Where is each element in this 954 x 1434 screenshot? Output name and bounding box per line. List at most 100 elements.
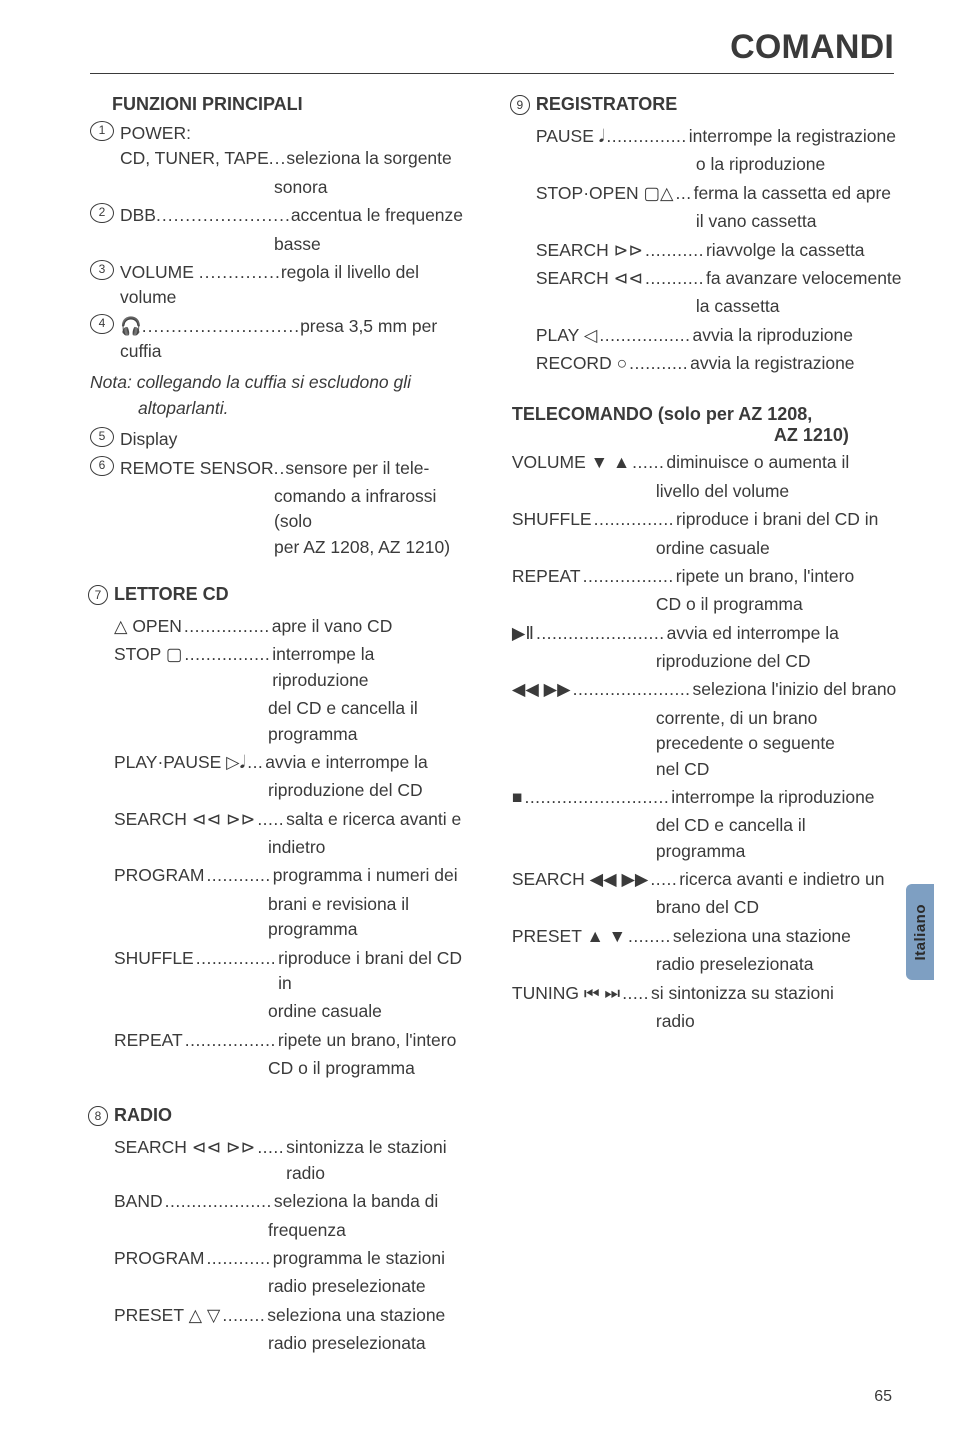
desc-cont: sonora xyxy=(114,175,468,200)
item-remote-sensor: 6 REMOTE SENSOR..sensore per il tele- xyxy=(90,456,468,481)
v: interrompe la riproduzione xyxy=(272,642,468,693)
num-9: 9 xyxy=(510,95,530,115)
k: STOP·OPEN ▢△ xyxy=(536,181,674,206)
dots: ........................ xyxy=(534,621,667,646)
v2: ordine casuale xyxy=(512,536,906,561)
entry-tc-stop: ■...........................interrompe l… xyxy=(512,785,906,810)
entry-shuffle-cd: SHUFFLE ...............riproduce i brani… xyxy=(114,946,468,997)
label-volume: VOLUME xyxy=(120,262,199,282)
num-5: 5 xyxy=(90,427,114,447)
v2: livello del volume xyxy=(512,479,906,504)
entry-tc-volume: VOLUME ▼ ▲......diminuisce o aumenta il xyxy=(512,450,906,475)
note-line2: altoparlanti. xyxy=(90,396,468,421)
label-power: POWER: xyxy=(120,123,191,143)
v: riproduce i brani del CD in xyxy=(676,507,878,532)
v2: corrente, di un brano xyxy=(512,706,906,731)
k: SEARCH ⊲⊲ ⊳⊳ xyxy=(114,807,255,832)
k: PLAY·PAUSE ▷𝅘𝅥 xyxy=(114,750,245,775)
dots: ................ xyxy=(182,642,272,693)
note-line1: Nota: collegando la cuffia si escludono … xyxy=(90,372,411,392)
entry-preset-radio: PRESET △ ▽ ........seleziona una stazion… xyxy=(114,1303,468,1328)
v: ripete un brano, l'intero xyxy=(676,564,854,589)
language-tab: Italiano xyxy=(906,884,934,980)
dots: .............. xyxy=(199,262,281,282)
v2: ordine casuale xyxy=(114,999,468,1024)
entry-tc-shuffle: SHUFFLE ...............riproduce i brani… xyxy=(512,507,906,532)
v: ricerca avanti e indietro un xyxy=(679,867,884,892)
desc-cont: per AZ 1208, AZ 1210) xyxy=(114,535,468,560)
head-lettore: LETTORE CD xyxy=(114,584,229,605)
k: TUNING ⏮ ⏭ xyxy=(512,981,620,1006)
desc: accentua le frequenze xyxy=(291,205,463,225)
dots: ...................... xyxy=(571,677,693,702)
v: seleziona una stazione xyxy=(267,1303,445,1328)
k: VOLUME ▼ ▲ xyxy=(512,450,630,475)
v: interrompe la registrazione xyxy=(689,124,896,149)
head-radio: RADIO xyxy=(114,1105,172,1126)
num-1: 1 xyxy=(90,121,114,141)
entry-program-cd: PROGRAM ............programma i numeri d… xyxy=(114,863,468,888)
entry-band: BAND....................seleziona la ban… xyxy=(114,1189,468,1214)
v: interrompe la riproduzione xyxy=(671,785,874,810)
label-display: Display xyxy=(120,429,177,449)
section-lettore: 7 LETTORE CD xyxy=(88,584,229,605)
desc-cont: basse xyxy=(114,232,468,257)
headphone-icon: 🎧 xyxy=(120,316,142,336)
v2: del CD e cancella il xyxy=(512,813,906,838)
k: PROGRAM xyxy=(114,863,204,888)
v: avvia e interrompe la xyxy=(265,750,427,775)
k: PROGRAM xyxy=(114,1246,204,1271)
dots: ............ xyxy=(204,1246,272,1271)
v: ripete un brano, l'intero xyxy=(278,1028,456,1053)
k: STOP ▢ xyxy=(114,642,182,693)
v2: CD o il programma xyxy=(114,1056,468,1081)
dots: ................. xyxy=(581,564,676,589)
dots: ................ xyxy=(182,614,272,639)
v: fa avanzare velocemente xyxy=(706,266,902,291)
dots: ..... xyxy=(620,981,651,1006)
v2: radio preselezionata xyxy=(114,1331,468,1356)
dots: ............... xyxy=(194,946,278,997)
k: REPEAT xyxy=(512,564,581,589)
label-remote-sensor: REMOTE SENSOR xyxy=(120,458,274,478)
v: seleziona la banda di xyxy=(274,1189,438,1214)
v4: nel CD xyxy=(512,757,906,782)
language-label: Italiano xyxy=(912,904,929,961)
k: PLAY ◁ xyxy=(536,323,597,348)
v2: brano del CD xyxy=(512,895,906,920)
k: PRESET △ ▽ xyxy=(114,1303,220,1328)
tele-head-2: AZ 1210) xyxy=(512,425,906,446)
dots: ................. xyxy=(183,1028,278,1053)
v: programma le stazioni xyxy=(273,1246,445,1271)
v: avvia ed interrompe la xyxy=(667,621,839,646)
dots: .................... xyxy=(163,1189,274,1214)
section-registratore: 9 REGISTRATORE xyxy=(510,94,677,115)
k: PRESET ▲ ▼ xyxy=(512,924,626,949)
dots: ... xyxy=(245,750,265,775)
entry-stop: STOP ▢................interrompe la ripr… xyxy=(114,642,468,693)
page-number: 65 xyxy=(874,1388,892,1406)
dots: ... xyxy=(269,148,287,168)
dots: ........................... xyxy=(142,316,300,336)
label-dbb: DBB xyxy=(120,205,156,225)
dots: ..... xyxy=(255,1135,286,1186)
title-bar: COMANDI xyxy=(90,28,894,74)
k: SHUFFLE xyxy=(114,946,194,997)
num-6: 6 xyxy=(90,456,114,476)
k: BAND xyxy=(114,1189,163,1214)
v3: precedente o seguente xyxy=(512,731,906,756)
dots: .. xyxy=(274,458,286,478)
v: apre il vano CD xyxy=(272,614,393,639)
entry-tc-search: SEARCH ◀◀ ▶▶.....ricerca avanti e indiet… xyxy=(512,867,906,892)
v: sintonizza le stazioni radio xyxy=(286,1135,468,1186)
entry-search-ff: SEARCH ⊲⊲ ...........fa avanzare velocem… xyxy=(536,266,906,291)
k: RECORD ○ xyxy=(536,351,627,376)
k: SEARCH ⊲⊲ ⊳⊳ xyxy=(114,1135,255,1186)
k: SEARCH ⊳⊳ xyxy=(536,238,643,263)
v2: del CD e cancella il xyxy=(114,696,468,721)
item-volume: 3 VOLUME ..............regola il livello… xyxy=(90,260,468,311)
v2: il vano cassetta xyxy=(536,209,906,234)
v: ferma la cassetta ed apre xyxy=(694,181,891,206)
desc-cont: comando a infrarossi (solo xyxy=(114,484,468,535)
v: programma i numeri dei xyxy=(273,863,458,888)
